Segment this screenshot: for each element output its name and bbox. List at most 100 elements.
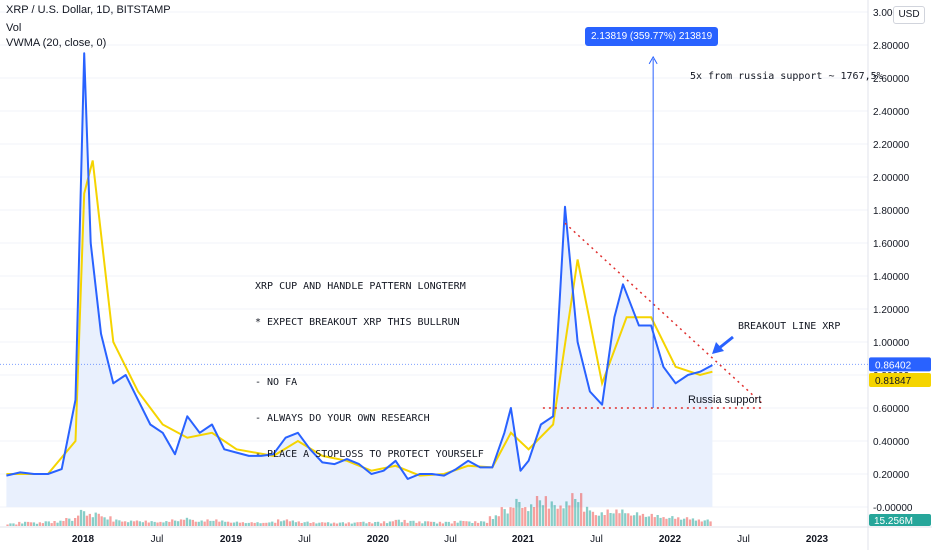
volume-bar — [338, 522, 342, 526]
pattern-line: - NO FA — [255, 377, 298, 388]
volume-bar — [353, 522, 356, 526]
volume-bar — [418, 521, 421, 526]
volume-bar — [515, 498, 518, 526]
volume-bar — [406, 522, 409, 526]
pattern-line: * EXPECT BREAKOUT XRP THIS BULLRUN — [255, 317, 460, 328]
volume-bar — [347, 522, 350, 526]
volume-bar — [512, 507, 515, 526]
volume-bar — [485, 522, 489, 526]
volume-bar — [641, 513, 645, 526]
volume-bar — [627, 513, 630, 526]
volume-bar — [300, 523, 303, 526]
volume-bar — [603, 515, 606, 526]
time-tick-label: 2022 — [659, 534, 682, 545]
volume-bar — [318, 522, 321, 526]
volume-bar — [6, 524, 9, 526]
vwma-indicator-label[interactable]: VWMA (20, close, 0) — [6, 37, 107, 49]
vwma-line — [6, 160, 713, 477]
volume-bar — [241, 522, 244, 526]
volume-bar — [188, 519, 192, 526]
volume-bar — [577, 502, 580, 526]
volume-bar — [109, 516, 112, 526]
pattern-line: XRP CUP AND HANDLE PATTERN LONGTERM — [255, 281, 466, 292]
measure-arrowhead — [648, 55, 658, 65]
volume-bar — [291, 520, 294, 526]
volume-bar — [624, 513, 627, 526]
volume-bars — [6, 493, 712, 526]
volume-bar — [650, 513, 653, 526]
volume-bar — [382, 521, 386, 526]
volume-bar — [550, 501, 553, 526]
volume-bar — [32, 522, 36, 526]
volume-bar — [465, 521, 468, 526]
last-price-tag — [869, 357, 931, 372]
volume-bar — [21, 523, 24, 526]
volume-bar — [306, 521, 309, 526]
volume-bar — [206, 519, 209, 526]
currency-button[interactable]: USD — [893, 6, 925, 24]
volume-bar — [618, 513, 621, 526]
volume-bar — [41, 523, 44, 526]
price-tick-label: 0.40000 — [873, 437, 910, 448]
volume-bar — [271, 521, 274, 526]
volume-bar — [635, 512, 639, 526]
volume-bar — [535, 496, 539, 526]
volume-bar — [53, 521, 56, 526]
volume-bar — [583, 511, 586, 526]
volume-bar — [106, 519, 109, 526]
volume-bar — [12, 523, 15, 526]
volume-bar — [280, 521, 283, 526]
volume-bar — [250, 522, 253, 526]
volume-bar — [179, 519, 183, 526]
volume-bar — [441, 523, 444, 526]
volume-bar — [277, 519, 280, 526]
price-tick-label: 2.40000 — [873, 107, 910, 118]
volume-bar — [447, 521, 450, 526]
volume-bar — [29, 522, 33, 526]
volume-bar — [400, 522, 403, 526]
price-axis[interactable]: 3.00000 2.80000 2.60000 2.40000 2.20000 2.000… — [873, 8, 913, 514]
volume-bar — [244, 523, 247, 526]
volume-bar — [71, 520, 74, 526]
symbol-title[interactable]: XRP / U.S. Dollar, 1D, BITSTAMP — [6, 4, 171, 16]
volume-bar — [297, 521, 300, 526]
volume-bar — [91, 517, 94, 526]
volume-bar — [571, 493, 574, 526]
volume-bar — [121, 521, 124, 526]
volume-bar — [580, 493, 583, 526]
volume-bar — [597, 515, 600, 526]
volume-bar — [200, 520, 203, 526]
volume-bar — [527, 511, 530, 526]
volume-indicator-label[interactable]: Vol — [6, 22, 22, 34]
volume-bar — [100, 516, 103, 526]
volume-bar — [677, 517, 680, 526]
volume-bar — [700, 521, 703, 526]
volume-bar — [462, 521, 465, 526]
price-tick-label: 1.60000 — [873, 239, 910, 250]
volume-bar — [671, 516, 674, 526]
volume-bar — [138, 521, 141, 526]
volume-bar — [703, 520, 706, 526]
volume-bar — [294, 522, 297, 526]
volume-bar — [691, 518, 695, 526]
volume-bar — [168, 521, 171, 526]
measure-label: 2.13819 (359.77%) 213819 — [585, 27, 719, 46]
volume-bar — [421, 523, 424, 526]
volume-bar — [368, 522, 371, 526]
volume-bar — [309, 523, 312, 526]
volume-bar — [135, 520, 139, 526]
volume-bar — [706, 519, 709, 526]
volume-bar — [247, 522, 250, 526]
volume-bar — [438, 521, 442, 526]
time-axis[interactable]: 2018 Jul 2019 Jul 2020 Jul 2021 Jul 2022 Jul 2023 — [72, 534, 829, 545]
volume-bar — [274, 522, 277, 526]
volume-bar — [638, 515, 642, 526]
volume-bar — [647, 516, 650, 526]
volume-bar — [35, 523, 39, 526]
volume-bar — [521, 507, 524, 526]
volume-bar — [50, 523, 53, 526]
volume-bar — [547, 508, 550, 526]
volume-bar — [480, 521, 483, 526]
